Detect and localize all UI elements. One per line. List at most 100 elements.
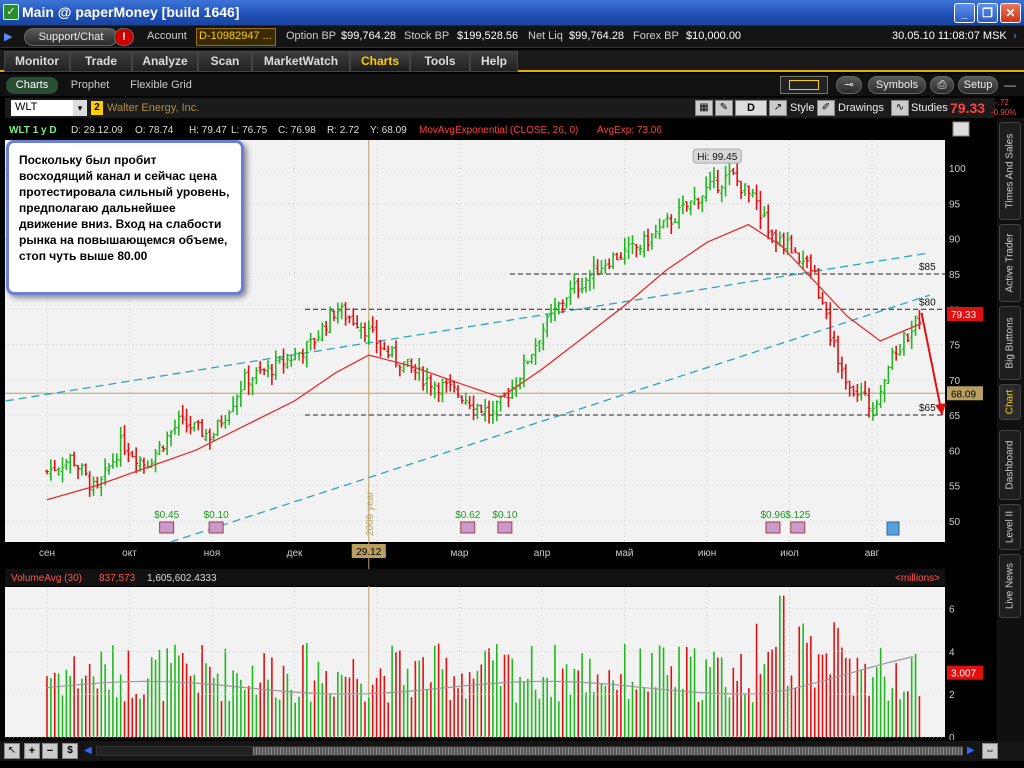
subtab-flexible-grid[interactable]: Flexible Grid [130,79,192,91]
support-chat-button[interactable]: Support/Chat [24,28,118,46]
alert-button[interactable]: ! [114,28,134,46]
symbols-button[interactable]: Symbols [868,76,926,94]
chart-period-label: WLT 1 y D [9,125,57,136]
link-icon[interactable]: ⊸ [836,76,862,94]
app-icon: ✓ [3,4,19,20]
minimize-button[interactable]: _ [954,3,975,23]
side-panel: Times And Sales Active Trader Big Button… [997,118,1024,743]
volume-avg-value: 1,605,602.4333 [147,573,217,584]
tab-trade[interactable]: Trade [70,51,132,72]
chevron-right-icon[interactable]: › [1013,30,1017,42]
horizontal-scrollbar[interactable] [96,746,963,756]
chart-type-icon[interactable] [952,121,970,137]
color-box-button[interactable] [780,76,828,94]
style-icon[interactable]: ↗ [769,100,787,116]
print-icon[interactable]: ⎙ [930,76,954,94]
datetime: 30.05.10 11:08:07 MSK [892,30,1007,42]
tab-monitor[interactable]: Monitor [4,51,70,72]
side-tab-dashboard[interactable]: Dashboard [999,430,1021,500]
account-label: Account [147,30,187,42]
tab-tools[interactable]: Tools [410,51,470,72]
volume-value: 837,573 [99,573,136,584]
stock-bp-value: $199,528.56 [457,30,519,42]
sub-tab-bar: Charts Prophet Flexible Grid ⊸ Symbols ⎙… [0,74,1024,96]
side-tab-big-buttons[interactable]: Big Buttons [999,306,1021,380]
year-marker-label: 2009 year [365,491,376,536]
tab-analyze[interactable]: Analyze [132,51,198,72]
price-level-label: $85 [919,262,936,273]
subtab-prophet[interactable]: Prophet [70,79,110,91]
month-label: сен [39,548,55,559]
drawings-icon[interactable]: ✐ [817,100,835,116]
trade-idea-callout[interactable]: Поскольку был пробит восходящий канал и … [6,140,244,295]
dividend-label: $0.10 [492,510,517,521]
info-low: L: 76.75 [231,125,268,136]
price-tick-label: 75 [949,341,961,352]
volume-tick-label: 6 [949,604,955,615]
scroll-right-icon[interactable]: ▶ [967,745,975,756]
tab-help[interactable]: Help [470,51,518,72]
chart-symbol-row: WLT ▾ 2 Walter Energy, Inc. ▦ ✎ D ↗ Styl… [5,98,1016,118]
price-change-pct: -0.90% [991,108,1017,117]
side-tab-times-and-sales[interactable]: Times And Sales [999,122,1021,220]
window-title: Main @ paperMoney [build 1646] [22,4,240,20]
setup-button[interactable]: Setup [958,76,998,94]
side-tab-active-trader[interactable]: Active Trader [999,224,1021,302]
link-number-badge[interactable]: 2 [91,101,103,115]
stock-bp-label: Stock BP [404,30,450,42]
channel-lower-line [170,294,930,543]
wrench-icon[interactable]: ✎ [715,100,733,116]
month-label: дек [287,548,303,559]
hi-label: Hi: 99.45 [697,152,737,163]
dollar-icon[interactable]: $ [62,743,78,759]
info-date: D: 29.12.09 [71,125,123,136]
cursor-price-tag: 68.09 [951,389,976,400]
main-tab-bar: Monitor Trade Analyze Scan MarketWatch C… [0,50,1024,72]
study-value: AvgExp: 73.06 [597,125,662,136]
close-button[interactable]: ✕ [1000,3,1021,23]
tab-charts[interactable]: Charts [350,51,410,72]
price-tick-label: 70 [949,376,961,387]
volume-plot-bg [5,587,945,737]
maximize-button[interactable]: ❐ [977,3,998,23]
studies-icon[interactable]: ∿ [891,100,909,116]
study-label: MovAvgExponential (CLOSE, 26, 0) [419,125,578,136]
drawings-button[interactable]: Drawings [838,102,884,114]
expand-icon[interactable]: ⇔ [982,743,998,759]
price-tick-label: 55 [949,482,961,493]
scroll-left-icon[interactable]: ◀ [84,745,92,756]
hi-label-bg [692,148,742,164]
studies-button[interactable]: Studies [911,102,948,114]
crosshair-date-label: 29.12 [356,547,381,558]
forecast-arrow-line [920,312,944,416]
info-y: Y: 68.09 [370,125,407,136]
zoom-in-icon[interactable]: + [24,743,40,759]
price-tick-label: 60 [949,446,961,457]
last-price: 79.33 [950,100,986,116]
forex-bp-label: Forex BP [633,30,679,42]
scrollbar-thumb[interactable] [253,747,963,755]
drawing-tool-icon[interactable]: ↖ [4,743,20,759]
style-button[interactable]: Style [790,102,815,114]
zoom-out-icon[interactable]: − [42,743,58,759]
symbol-input[interactable]: WLT [11,100,73,116]
dividend-label: $0.10 [204,510,229,521]
minus-icon[interactable]: — [1004,78,1016,92]
subtab-charts[interactable]: Charts [6,77,58,94]
side-tab-live-news[interactable]: Live News [999,554,1021,618]
account-select[interactable]: D-10982947 ... [196,28,276,46]
volume-average-line [46,655,914,695]
play-icon[interactable]: ▶ [4,31,13,43]
net-liq-label: Net Liq [528,30,563,42]
symbol-dropdown-icon[interactable]: ▾ [73,100,87,116]
price-tick-label: 85 [949,270,961,281]
aggregation-button[interactable]: D [735,100,767,116]
volume-study-label: VolumeAvg (30) [11,573,82,584]
side-tab-chart[interactable]: Chart [999,384,1021,420]
price-tick-label: 100 [949,164,966,175]
side-tab-level-ii[interactable]: Level II [999,504,1021,550]
tab-scan[interactable]: Scan [198,51,252,72]
dividend-icon [460,521,476,534]
grid-icon[interactable]: ▦ [695,100,713,116]
tab-marketwatch[interactable]: MarketWatch [252,51,350,72]
